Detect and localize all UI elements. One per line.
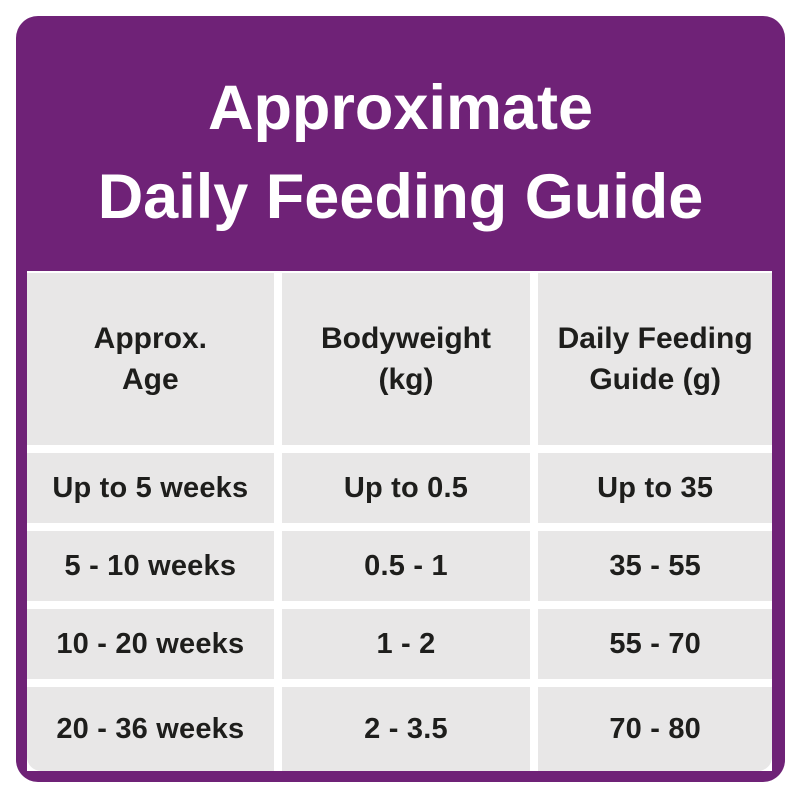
feeding-table: Approx. Age Bodyweight (kg) Daily Feedin… xyxy=(27,271,772,771)
page-title-line-1: Approximate xyxy=(207,72,594,143)
table-cell-age-row2: 5 - 10 weeks xyxy=(27,531,274,601)
column-header-daily-feeding-guide: Daily Feeding Guide (g) xyxy=(538,273,772,445)
table-cell-guide-row3: 55 - 70 xyxy=(538,609,772,679)
column-header-approx-age-line1: Approx. xyxy=(93,322,207,355)
column-header-daily-feeding-guide-line1: Daily Feeding xyxy=(557,322,753,355)
table-cell-bodyweight-row3: 1 - 2 xyxy=(281,609,531,679)
column-header-bodyweight-line2: (kg) xyxy=(378,363,434,396)
column-header-bodyweight: Bodyweight (kg) xyxy=(281,273,531,445)
column-header-daily-feeding-guide-line2: Guide (g) xyxy=(589,363,721,396)
table-cell-bodyweight-row1: Up to 0.5 xyxy=(281,453,531,523)
page-title-line-2: Daily Feeding Guide xyxy=(97,161,704,232)
table-cell-guide-row2: 35 - 55 xyxy=(538,531,772,601)
table-cell-bodyweight-row2: 0.5 - 1 xyxy=(281,531,531,601)
table-cell-guide-row4: 70 - 80 xyxy=(538,687,772,771)
column-header-approx-age-line2: Age xyxy=(121,363,179,396)
title-area: Approximate Daily Feeding Guide xyxy=(16,16,785,271)
column-header-bodyweight-line1: Bodyweight xyxy=(320,322,491,355)
table-cell-bodyweight-row4: 2 - 3.5 xyxy=(281,687,531,771)
feeding-guide-card: Approximate Daily Feeding Guide Approx. … xyxy=(16,16,785,782)
table-cell-guide-row1: Up to 35 xyxy=(538,453,772,523)
table-cell-age-row1: Up to 5 weeks xyxy=(27,453,274,523)
table-cell-age-row4: 20 - 36 weeks xyxy=(27,687,274,771)
column-header-approx-age: Approx. Age xyxy=(27,273,274,445)
table-cell-age-row3: 10 - 20 weeks xyxy=(27,609,274,679)
